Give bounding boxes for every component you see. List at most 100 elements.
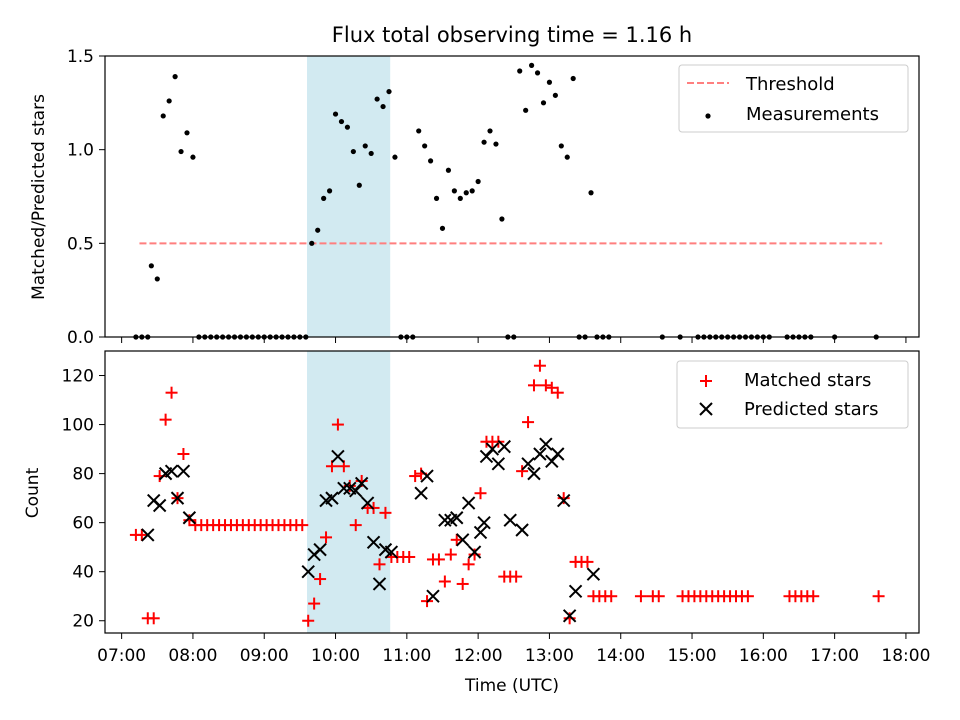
matched-star-point — [474, 487, 487, 500]
matched-star-point — [302, 614, 315, 627]
measurement-point — [558, 143, 564, 149]
measurement-point — [552, 92, 558, 98]
measurement-point — [481, 139, 487, 145]
measurement-point — [517, 68, 523, 74]
matched-star-point — [468, 548, 481, 561]
measurement-point — [445, 167, 452, 173]
measurement-point — [493, 141, 499, 147]
matched-star-point — [522, 416, 535, 429]
predicted-star-point — [164, 464, 179, 478]
predicted-star-point — [461, 496, 476, 510]
matched-star-point — [331, 418, 344, 431]
bottom-legend: Matched stars Predicted stars — [676, 360, 909, 429]
predicted-star-point — [366, 535, 381, 549]
measurement-point — [344, 124, 351, 130]
predicted-star-point — [438, 513, 452, 527]
matched-star-point — [432, 553, 445, 566]
measurement-point — [534, 70, 541, 76]
bottom-y-tick-label: 40 — [72, 563, 94, 583]
matched-star-point — [741, 590, 754, 603]
matched-star-point — [581, 555, 594, 568]
predicted-star-point — [562, 609, 577, 623]
measurement-point — [184, 130, 190, 136]
bottom-y-tick-label: 80 — [72, 465, 94, 485]
chart-title: Flux total observing time = 1.16 h — [332, 23, 692, 47]
measurement-point — [499, 216, 505, 222]
measurement-point — [529, 62, 535, 68]
predicted-star-point — [527, 466, 541, 481]
measurement-point — [154, 276, 160, 282]
bottom-y-axis-label: Count — [23, 467, 43, 518]
matched-star-point — [634, 590, 647, 603]
matched-star-point — [438, 575, 451, 588]
top-y-tick-label: 0.5 — [67, 234, 94, 254]
predicted-star-point — [586, 567, 601, 581]
measurement-point — [451, 188, 457, 194]
predicted-star-point — [473, 525, 488, 540]
measurement-point — [433, 195, 440, 201]
predicted-star-point — [354, 476, 369, 491]
measurement-point — [315, 227, 321, 233]
predicted-star-point — [360, 496, 375, 510]
measurement-point — [338, 118, 345, 125]
predicted-star-point — [497, 439, 511, 454]
matched-star-point — [135, 528, 148, 541]
legend-matched-label: Matched stars — [744, 370, 871, 391]
bottom-x-tick-label: 15:00 — [668, 646, 717, 666]
predicted-star-point — [450, 511, 464, 525]
matched-star-point — [165, 386, 178, 399]
bottom-y-tick-label: 20 — [72, 612, 94, 632]
bottom-plot-area — [129, 359, 885, 627]
bottom-y-tick-label: 120 — [62, 367, 94, 387]
bottom-x-tick-label: 12:00 — [454, 646, 503, 666]
predicted-star-point — [426, 589, 440, 603]
predicted-star-point — [533, 447, 547, 461]
bottom-x-tick-label: 16:00 — [739, 646, 788, 666]
measurement-point — [463, 190, 469, 196]
matched-star-point — [147, 612, 160, 625]
predicted-star-point — [479, 449, 494, 464]
predicted-star-point — [539, 437, 553, 451]
measurement-point — [326, 188, 333, 194]
matched-star-point — [177, 447, 190, 460]
measurement-point — [422, 143, 428, 149]
legend-predicted-swatch — [699, 402, 713, 416]
matched-star-point — [872, 590, 885, 603]
legend-measurements-swatch — [705, 113, 711, 119]
matched-star-point — [456, 577, 469, 590]
top-y-tick-label: 1.5 — [67, 47, 94, 67]
measurement-point — [392, 154, 398, 160]
matched-star-point — [557, 492, 570, 505]
measurement-point — [172, 74, 178, 80]
predicted-star-point — [568, 584, 583, 599]
matched-star-point — [807, 590, 820, 603]
bottom-x-tick-label: 11:00 — [382, 646, 431, 666]
predicted-star-point — [420, 469, 434, 483]
matched-star-point — [296, 519, 309, 532]
bottom-x-tick-label: 07:00 — [97, 646, 146, 666]
matched-star-point — [551, 386, 564, 399]
matched-star-point — [403, 550, 416, 563]
measurement-point — [356, 182, 362, 188]
top-x-ticks — [121, 337, 907, 343]
matched-star-point — [159, 413, 172, 426]
predicted-star-point — [313, 542, 327, 557]
predicted-star-point — [325, 491, 339, 505]
measurement-point — [523, 107, 529, 113]
matched-star-point — [527, 379, 540, 392]
measurement-point — [588, 190, 594, 196]
predicted-star-point — [467, 545, 482, 559]
bottom-x-tick-label: 09:00 — [240, 646, 289, 666]
matched-star-point — [462, 558, 475, 571]
predicted-star-point — [176, 464, 191, 478]
matched-star-point — [516, 465, 529, 478]
legend-predicted-label: Predicted stars — [744, 399, 878, 420]
bottom-x-tick-label: 08:00 — [168, 646, 217, 666]
predicted-star-point — [152, 498, 167, 513]
bottom-y-tick-label: 60 — [72, 514, 94, 534]
predicted-star-point — [485, 442, 500, 456]
matched-star-point — [379, 506, 392, 519]
predicted-star-point — [545, 454, 559, 469]
matched-star-point — [320, 531, 333, 544]
